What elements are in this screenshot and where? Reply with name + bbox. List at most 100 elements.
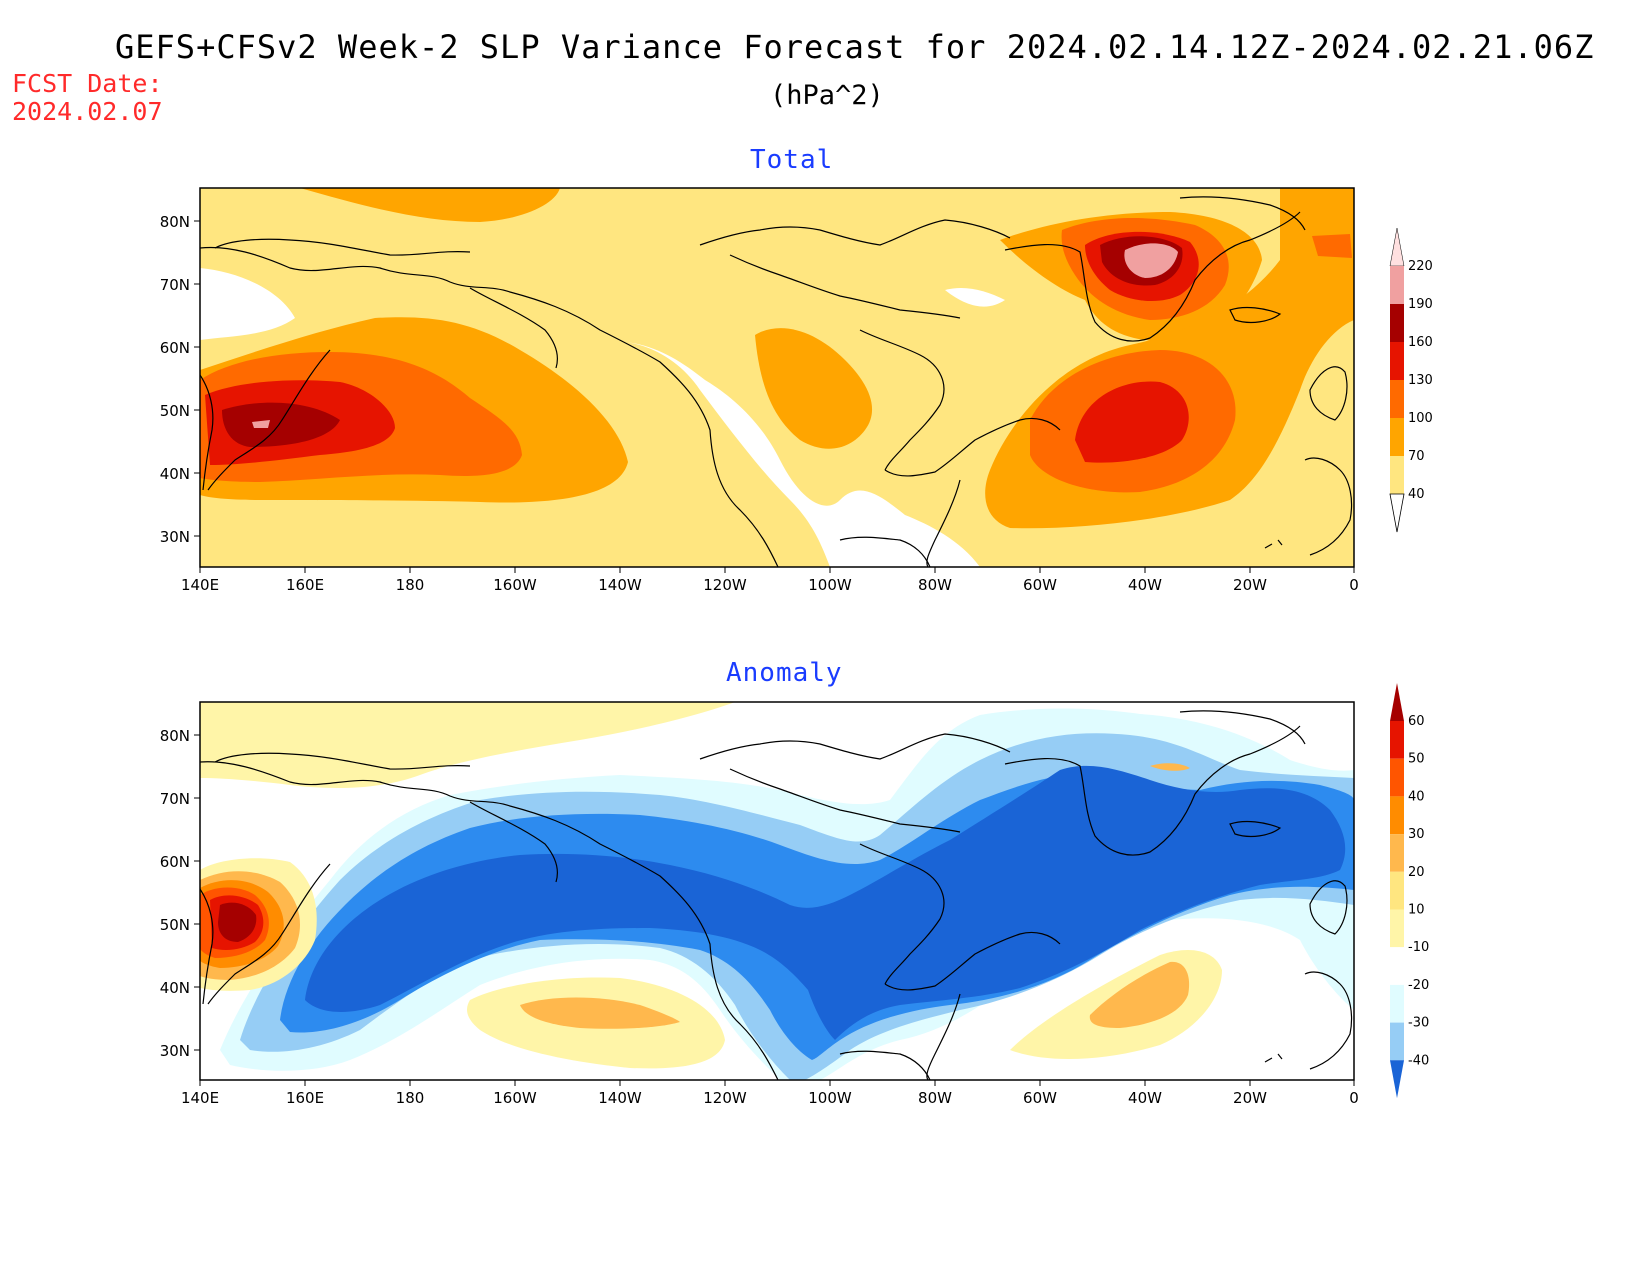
colorbar-top-triangle [1390, 683, 1404, 721]
anomaly-lon-label: 160W [493, 1089, 537, 1107]
total-lat-label: 40N [160, 465, 190, 483]
total-lon-label: 60W [1023, 576, 1057, 594]
total-lat-label: 50N [160, 402, 190, 420]
colorbar-level-label: 20 [1408, 865, 1425, 880]
colorbar-box [1390, 909, 1404, 948]
colorbar-level-label: 10 [1408, 903, 1425, 918]
colorbar-level-label: 50 [1408, 752, 1425, 767]
anomaly-colorbar: 60 50 40 30 20 10 -10 -20 -30 -40 [1390, 683, 1429, 1099]
colorbar-box [1390, 304, 1404, 342]
total-axis [194, 220, 1355, 573]
total-lon-label: 20W [1233, 576, 1267, 594]
total-lon-label: 100W [808, 576, 852, 594]
anomaly-frame [199, 701, 1355, 1081]
main-title: GEFS+CFSv2 Week-2 SLP Variance Forecast … [115, 28, 1595, 66]
anomaly-lon-label: 80W [918, 1089, 952, 1107]
anomaly-lon-label: 20W [1233, 1089, 1267, 1107]
colorbar-level-label: -10 [1408, 940, 1429, 955]
units-label: (hPa^2) [770, 80, 884, 111]
colorbar-box [1390, 947, 1404, 985]
colorbar-box [1390, 796, 1404, 835]
colorbar-box [1390, 418, 1404, 456]
fcst-date-label: FCST Date: [12, 69, 163, 98]
total-panel [200, 188, 1354, 567]
colorbar-level-label: 60 [1408, 714, 1425, 729]
anomaly-lon-label: 60W [1023, 1089, 1057, 1107]
colorbar-level-label: 30 [1408, 827, 1425, 842]
total-coastlines [200, 196, 1353, 567]
colorbar-level-label: 40 [1408, 487, 1425, 502]
anomaly-coastlines [200, 710, 1353, 1080]
colorbar-box [1390, 266, 1404, 304]
anomaly-lon-label: 140W [598, 1089, 642, 1107]
anomaly-lat-label: 40N [160, 979, 190, 997]
colorbar-level-label: 190 [1408, 297, 1433, 312]
total-lon-label: 160E [286, 576, 324, 594]
total-frame [199, 187, 1355, 568]
anomaly-lon-label: 100W [808, 1089, 852, 1107]
anomaly-fill-20-30 [520, 997, 680, 1029]
total-lat-label: 60N [160, 339, 190, 357]
total-lat-label: 80N [160, 213, 190, 231]
colorbar-level-label: -40 [1408, 1053, 1429, 1068]
anomaly-panel [200, 702, 1354, 1080]
colorbar-box [1390, 984, 1404, 1023]
anomaly-lon-label: 120W [703, 1089, 747, 1107]
anomaly-fill-below-minus40 [305, 765, 1346, 1040]
colorbar-bottom-triangle [1390, 1060, 1404, 1099]
anomaly-lat-label: 30N [160, 1042, 190, 1060]
colorbar-box [1390, 456, 1404, 494]
anomaly-lon-label: 180 [396, 1089, 425, 1107]
total-lat-label: 30N [160, 528, 190, 546]
total-lon-label: 120W [703, 576, 747, 594]
colorbar-level-label: 40 [1408, 789, 1425, 804]
anomaly-lon-label: 160E [286, 1089, 324, 1107]
total-lon-label: 140E [181, 576, 219, 594]
colorbar-box [1390, 1022, 1404, 1061]
total-lon-labels: 140E 160E 180 160W 140W 120W 100W 80W 60… [181, 576, 1359, 594]
colorbar-box [1390, 380, 1404, 418]
anomaly-panel-title: Anomaly [726, 658, 843, 688]
total-lon-label: 160W [493, 576, 537, 594]
total-lat-labels: 80N 70N 60N 50N 40N 30N [160, 213, 190, 546]
colorbar-box [1390, 342, 1404, 380]
anomaly-lon-label: 40W [1128, 1089, 1162, 1107]
colorbar-level-label: 130 [1408, 373, 1433, 388]
anomaly-fill-10-20 [200, 702, 735, 788]
colorbar-box [1390, 758, 1404, 797]
colorbar-level-label: -20 [1408, 978, 1429, 993]
colorbar-level-label: 220 [1408, 259, 1433, 274]
colorbar-bottom-triangle [1389, 493, 1405, 533]
total-fill-70-100 [300, 188, 560, 222]
total-lon-label: 180 [396, 576, 425, 594]
total-panel-title: Total [750, 145, 834, 175]
anomaly-lat-labels: 80N 70N 60N 50N 40N 30N [160, 727, 190, 1060]
anomaly-lat-label: 50N [160, 916, 190, 934]
forecast-date-block: FCST Date: 2024.02.07 [12, 70, 163, 126]
colorbar-box [1390, 871, 1404, 910]
anomaly-lat-label: 70N [160, 790, 190, 808]
colorbar-level-label: 160 [1408, 335, 1433, 350]
colorbar-box [1390, 721, 1404, 759]
colorbar-level-label: -30 [1408, 1016, 1429, 1031]
colorbar-level-label: 70 [1408, 449, 1425, 464]
total-fill-160-190 [222, 402, 340, 447]
colorbar-box [1390, 834, 1404, 872]
total-lon-label: 0 [1349, 576, 1359, 594]
fcst-date-value: 2024.02.07 [12, 97, 163, 126]
colorbar-level-label: 100 [1408, 411, 1433, 426]
total-colorbar: 220 190 160 130 100 70 40 [1389, 227, 1433, 533]
anomaly-lat-label: 60N [160, 853, 190, 871]
anomaly-lon-labels: 140E 160E 180 160W 140W 120W 100W 80W 60… [181, 1089, 1359, 1107]
total-lon-label: 80W [918, 576, 952, 594]
anomaly-axis [194, 734, 1355, 1086]
anomaly-lon-label: 0 [1349, 1089, 1359, 1107]
anomaly-lon-label: 140E [181, 1089, 219, 1107]
total-lat-label: 70N [160, 276, 190, 294]
total-lon-label: 140W [598, 576, 642, 594]
total-fill-below-40 [200, 268, 295, 340]
total-fill-190-220 [252, 420, 270, 428]
colorbar-top-triangle [1389, 227, 1405, 267]
total-lon-label: 40W [1128, 576, 1162, 594]
